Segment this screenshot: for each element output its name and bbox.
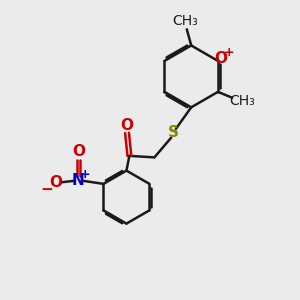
Text: +: + [80,168,90,181]
Text: −: − [40,182,53,197]
Text: N: N [72,173,85,188]
Text: CH₃: CH₃ [172,14,198,28]
Text: O: O [49,175,62,190]
Text: +: + [224,46,234,59]
Text: O: O [214,51,227,66]
Text: S: S [168,125,179,140]
Text: CH₃: CH₃ [229,94,255,108]
Text: O: O [72,144,85,159]
Text: O: O [121,118,134,133]
